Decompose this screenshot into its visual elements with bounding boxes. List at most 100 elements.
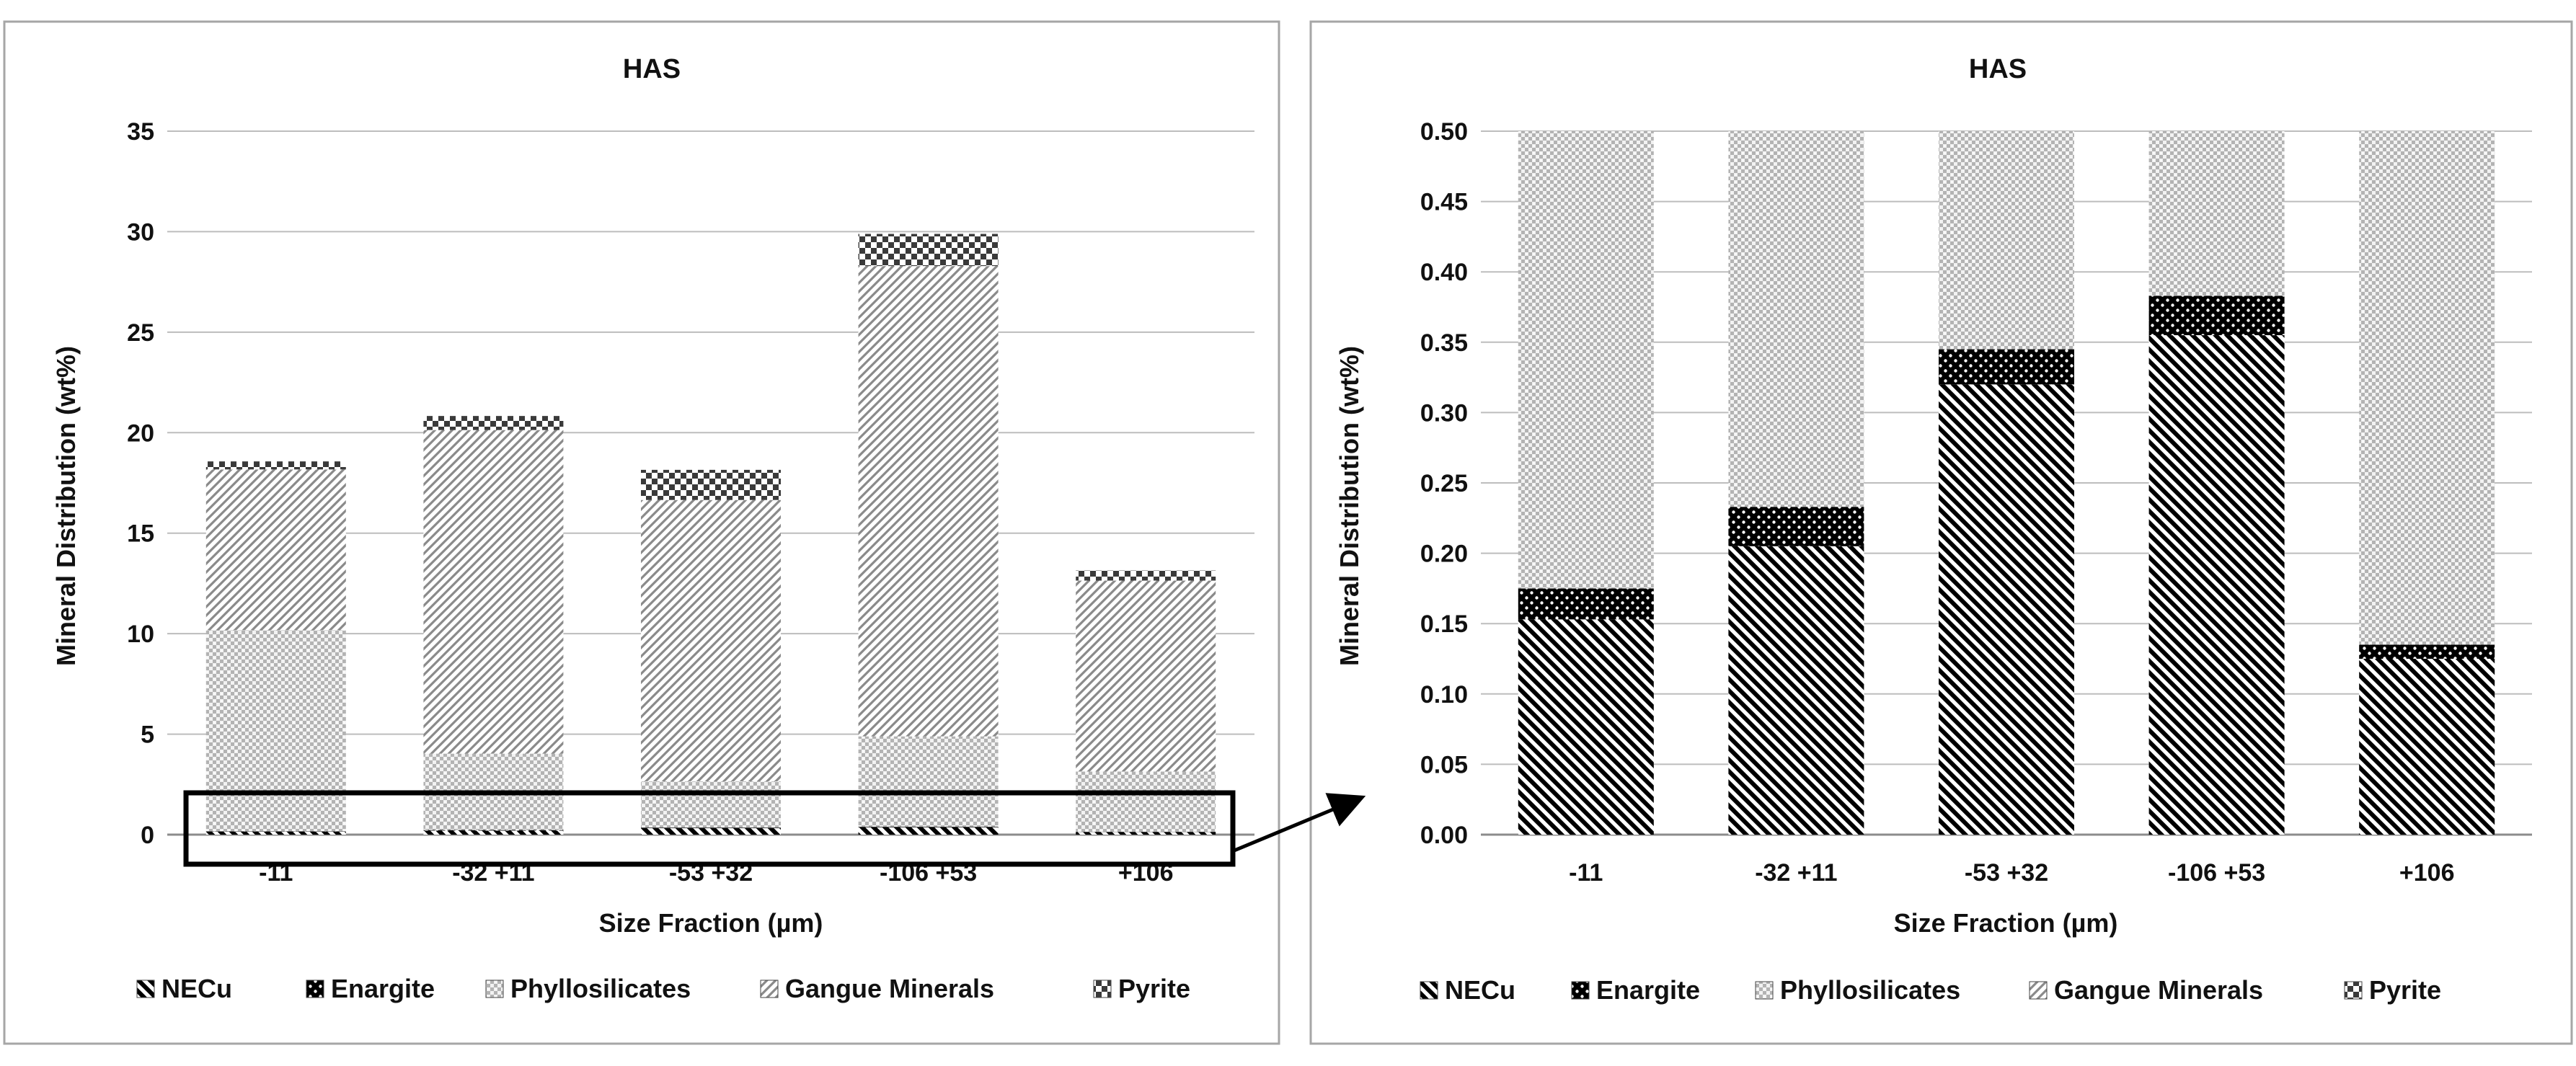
y-tick-label: 0 bbox=[141, 822, 154, 849]
y-tick-label: 0.25 bbox=[1420, 470, 1468, 497]
x-tick-label: -106 +53 bbox=[2168, 859, 2265, 887]
y-tick-label: 0.35 bbox=[1420, 329, 1468, 357]
bars bbox=[205, 234, 1216, 835]
bar-segment-phyllosilicates-106 bbox=[2359, 131, 2495, 645]
legend-item-phyllosilicates: Phyllosilicates bbox=[1755, 975, 1960, 1005]
legend: NECu Enargite Phyllosilicates Gangue Minera… bbox=[1420, 975, 2441, 1005]
right-chart: HAS Mineral Distribution (wt%) Size Frac… bbox=[1335, 54, 2532, 1005]
bar-segment-necu-32-11 bbox=[1728, 546, 1864, 835]
chart-title: HAS bbox=[623, 54, 681, 84]
legend-swatch bbox=[1093, 980, 1112, 998]
bar-segment-necu-106 bbox=[1076, 832, 1216, 835]
bar-segment-phyllosilicates-106-53 bbox=[858, 736, 999, 827]
legend-swatch bbox=[760, 980, 779, 998]
bar-segment-necu-11 bbox=[1518, 619, 1654, 835]
y-tick-labels: 0.00 0.05 0.10 0.15 0.20 0.25 0.30 0.35 0.40 0.45… bbox=[1420, 118, 1468, 849]
bar-segment-gangue-minerals-106 bbox=[1076, 580, 1216, 772]
bar-segment-necu-53-32 bbox=[641, 828, 781, 835]
bar-segment-phyllosilicates-106-53 bbox=[2148, 131, 2285, 296]
y-tick-label: 15 bbox=[127, 520, 154, 548]
y-tick-label: 0.40 bbox=[1420, 259, 1468, 286]
legend-swatch bbox=[136, 980, 155, 998]
y-tick-label: 10 bbox=[127, 621, 154, 648]
y-tick-label: 0.30 bbox=[1420, 399, 1468, 427]
bar-segment-gangue-minerals-106-53 bbox=[858, 266, 999, 737]
bar-segment-enargite-32-11 bbox=[1728, 507, 1864, 546]
y-tick-labels: 0 5 10 15 20 25 30 35 bbox=[127, 118, 154, 849]
legend-item-gangue-minerals: Gangue Minerals bbox=[760, 974, 994, 1003]
legend-label: NECu bbox=[1445, 975, 1515, 1005]
legend: NECu Enargite Phyllosilicates Gangue Minera… bbox=[136, 974, 1190, 1003]
y-tick-label: 5 bbox=[141, 721, 154, 749]
bar-segment-pyrite-11 bbox=[205, 461, 346, 470]
bar-segment-pyrite-106-53 bbox=[858, 234, 999, 267]
legend-item-pyrite: Pyrite bbox=[2344, 975, 2441, 1005]
x-tick-labels: -11 -32 +11 -53 +32 -106 +53 +106 bbox=[1569, 859, 2454, 887]
left-chart: HAS Mineral Distribution (wt%) Size Frac… bbox=[51, 54, 1254, 1003]
x-tick-label: +106 bbox=[2399, 859, 2455, 887]
legend-label: Enargite bbox=[331, 974, 435, 1003]
legend-label: NECu bbox=[161, 974, 232, 1003]
x-axis-title: Size Fraction (µm) bbox=[599, 908, 823, 938]
legend-item-phyllosilicates: Phyllosilicates bbox=[485, 974, 691, 1003]
bar-segment-phyllosilicates-53-32 bbox=[1939, 131, 2074, 350]
zoom-box bbox=[183, 790, 1236, 867]
legend-item-necu: NECu bbox=[136, 974, 232, 1003]
bar-segment-enargite-53-32 bbox=[1939, 349, 2074, 385]
legend-label: Phyllosilicates bbox=[1780, 975, 1960, 1005]
legend-item-enargite: Enargite bbox=[1571, 975, 1700, 1005]
y-axis-title: Mineral Distribution (wt%) bbox=[1335, 346, 1364, 666]
x-tick-label: -53 +32 bbox=[1965, 859, 2048, 887]
bar-segment-necu-106 bbox=[2359, 659, 2495, 835]
bar-segment-phyllosilicates-11 bbox=[205, 630, 346, 832]
bar-segment-enargite-11 bbox=[1518, 588, 1654, 620]
y-tick-label: 0.50 bbox=[1420, 118, 1468, 146]
y-tick-label: 20 bbox=[127, 419, 154, 447]
legend-swatch bbox=[306, 980, 324, 998]
bar-segment-pyrite-106 bbox=[1076, 570, 1216, 581]
bar-segment-enargite-106-53 bbox=[2148, 296, 2285, 336]
bar-segment-necu-106-53 bbox=[2148, 335, 2285, 835]
y-tick-label: 0.10 bbox=[1420, 681, 1468, 709]
bar-segment-phyllosilicates-53-32 bbox=[641, 781, 781, 828]
legend-item-necu: NECu bbox=[1420, 975, 1515, 1005]
legend-label: Gangue Minerals bbox=[785, 974, 994, 1003]
legend-label: Phyllosilicates bbox=[510, 974, 691, 1003]
legend-swatch bbox=[2029, 981, 2048, 1000]
bar-segment-pyrite-32-11 bbox=[423, 416, 564, 430]
y-tick-label: 35 bbox=[127, 118, 154, 146]
bars bbox=[1518, 131, 2495, 835]
bar-segment-phyllosilicates-11 bbox=[1518, 131, 1654, 589]
legend-label: Enargite bbox=[1596, 975, 1700, 1005]
x-tick-label: -32 +11 bbox=[1755, 859, 1837, 887]
y-tick-label: 0.05 bbox=[1420, 751, 1468, 778]
legend-swatch bbox=[1420, 981, 1438, 1000]
legend-item-enargite: Enargite bbox=[306, 974, 435, 1003]
legend-swatch bbox=[1755, 981, 1774, 1000]
bar-segment-gangue-minerals-11 bbox=[205, 469, 346, 631]
legend-item-pyrite: Pyrite bbox=[1093, 974, 1190, 1003]
bar-segment-gangue-minerals-53-32 bbox=[641, 499, 781, 782]
legend-label: Pyrite bbox=[2369, 975, 2441, 1005]
y-axis-title: Mineral Distribution (wt%) bbox=[51, 346, 81, 666]
bar-segment-pyrite-53-32 bbox=[641, 469, 781, 500]
y-tick-label: 0.20 bbox=[1420, 541, 1468, 568]
x-tick-label: -11 bbox=[1569, 859, 1603, 887]
legend-label: Gangue Minerals bbox=[2054, 975, 2263, 1005]
bar-segment-necu-53-32 bbox=[1939, 384, 2074, 835]
y-tick-label: 30 bbox=[127, 218, 154, 246]
zoom-arrow bbox=[1234, 793, 1366, 853]
legend-swatch bbox=[2344, 981, 2363, 1000]
bar-segment-enargite-53-32 bbox=[641, 827, 781, 829]
y-tick-label: 0.45 bbox=[1420, 189, 1468, 216]
chart-title: HAS bbox=[1969, 54, 2027, 84]
y-tick-label: 0.00 bbox=[1420, 822, 1468, 849]
legend-item-gangue-minerals: Gangue Minerals bbox=[2029, 975, 2263, 1005]
legend-swatch bbox=[485, 980, 504, 998]
bar-segment-enargite-11 bbox=[205, 831, 346, 832]
bar-segment-phyllosilicates-106 bbox=[1076, 771, 1216, 832]
legend-label: Pyrite bbox=[1118, 974, 1190, 1003]
bar-segment-phyllosilicates-32-11 bbox=[1728, 131, 1864, 507]
bar-segment-necu-106-53 bbox=[858, 827, 999, 835]
